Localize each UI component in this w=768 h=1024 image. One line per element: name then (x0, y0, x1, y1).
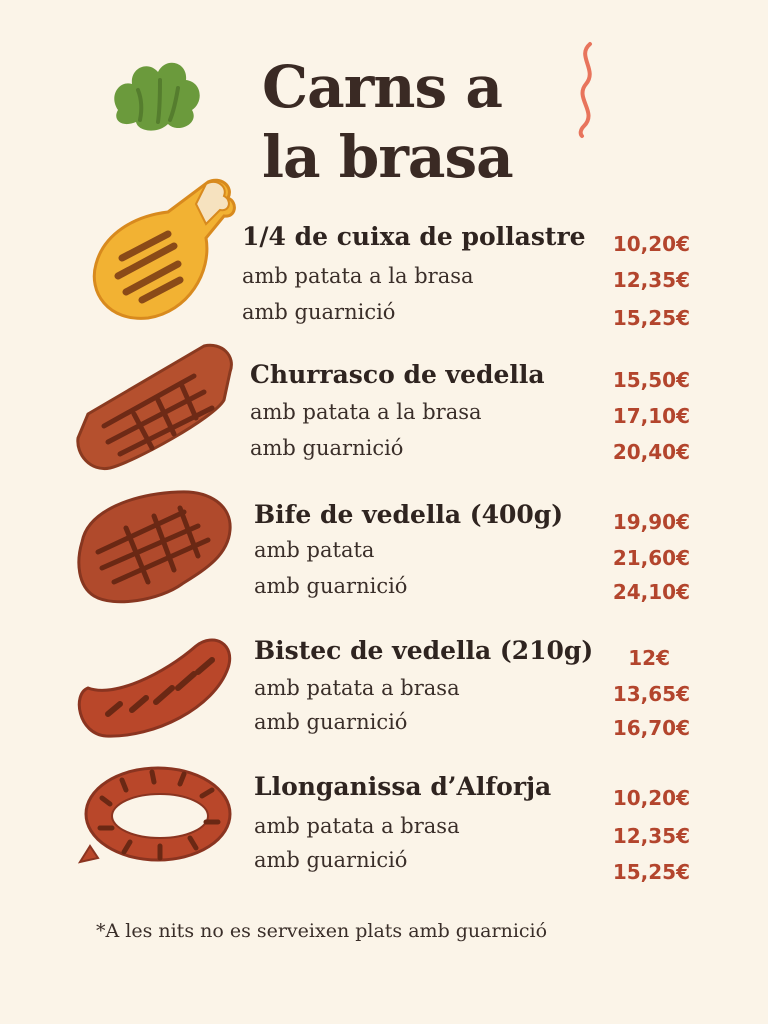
item-name: 1/4 de cuixa de pollastre (242, 222, 586, 251)
menu-item-pollastre: 1/4 de cuixa de pollastre 10,20€ amb pat… (0, 222, 768, 342)
option-label: amb patata (254, 538, 375, 562)
option-label: amb patata a brasa (254, 676, 460, 700)
title-line-1: Carns a (262, 53, 503, 121)
option-price: 16,70€ (612, 716, 690, 740)
option-label: amb patata a la brasa (250, 400, 482, 424)
sausage-ring-icon (77, 766, 232, 864)
menu-item-bife: Bife de vedella (400g) 19,90€ amb patata… (0, 500, 768, 620)
item-price: 19,90€ (612, 510, 690, 534)
option-price: 17,10€ (612, 404, 690, 428)
option-price: 20,40€ (612, 440, 690, 464)
item-price: 10,20€ (612, 786, 690, 810)
option-label: amb guarnició (250, 436, 404, 460)
option-label: amb guarnició (254, 710, 408, 734)
option-price: 13,65€ (612, 682, 690, 706)
item-name: Bistec de vedella (210g) (254, 636, 594, 665)
option-price: 15,25€ (612, 860, 690, 884)
option-label: amb patata a brasa (254, 814, 460, 838)
option-label: amb guarnició (254, 848, 408, 872)
item-price: 12€ (628, 646, 670, 670)
steak-strip-icon (76, 343, 233, 471)
option-price: 12,35€ (612, 824, 690, 848)
item-price: 10,20€ (612, 232, 690, 256)
menu-item-bistec: Bistec de vedella (210g) 12€ amb patata … (0, 636, 768, 756)
herb-bush-icon (114, 62, 200, 131)
item-name: Bife de vedella (400g) (254, 500, 564, 529)
menu-item-churrasco: Churrasco de vedella 15,50€ amb patata a… (0, 360, 768, 480)
option-price: 24,10€ (612, 580, 690, 604)
option-label: amb patata a la brasa (242, 264, 474, 288)
option-price: 15,25€ (612, 306, 690, 330)
sausage-icon (77, 638, 232, 738)
squiggle-icon (578, 42, 592, 138)
option-price: 21,60€ (612, 546, 690, 570)
steak-icon (77, 490, 232, 604)
page-title: Carns a la brasa (262, 52, 514, 192)
option-price: 12,35€ (612, 268, 690, 292)
item-price: 15,50€ (612, 368, 690, 392)
option-label: amb guarnició (242, 300, 396, 324)
menu-item-llonganissa: Llonganissa d’Alforja 10,20€ amb patata … (0, 772, 768, 892)
option-label: amb guarnició (254, 574, 408, 598)
chicken-leg-icon (92, 178, 236, 320)
title-line-2: la brasa (262, 123, 514, 191)
item-name: Llonganissa d’Alforja (254, 772, 552, 801)
item-name: Churrasco de vedella (250, 360, 545, 389)
footnote: *A les nits no es serveixen plats amb gu… (96, 920, 548, 942)
